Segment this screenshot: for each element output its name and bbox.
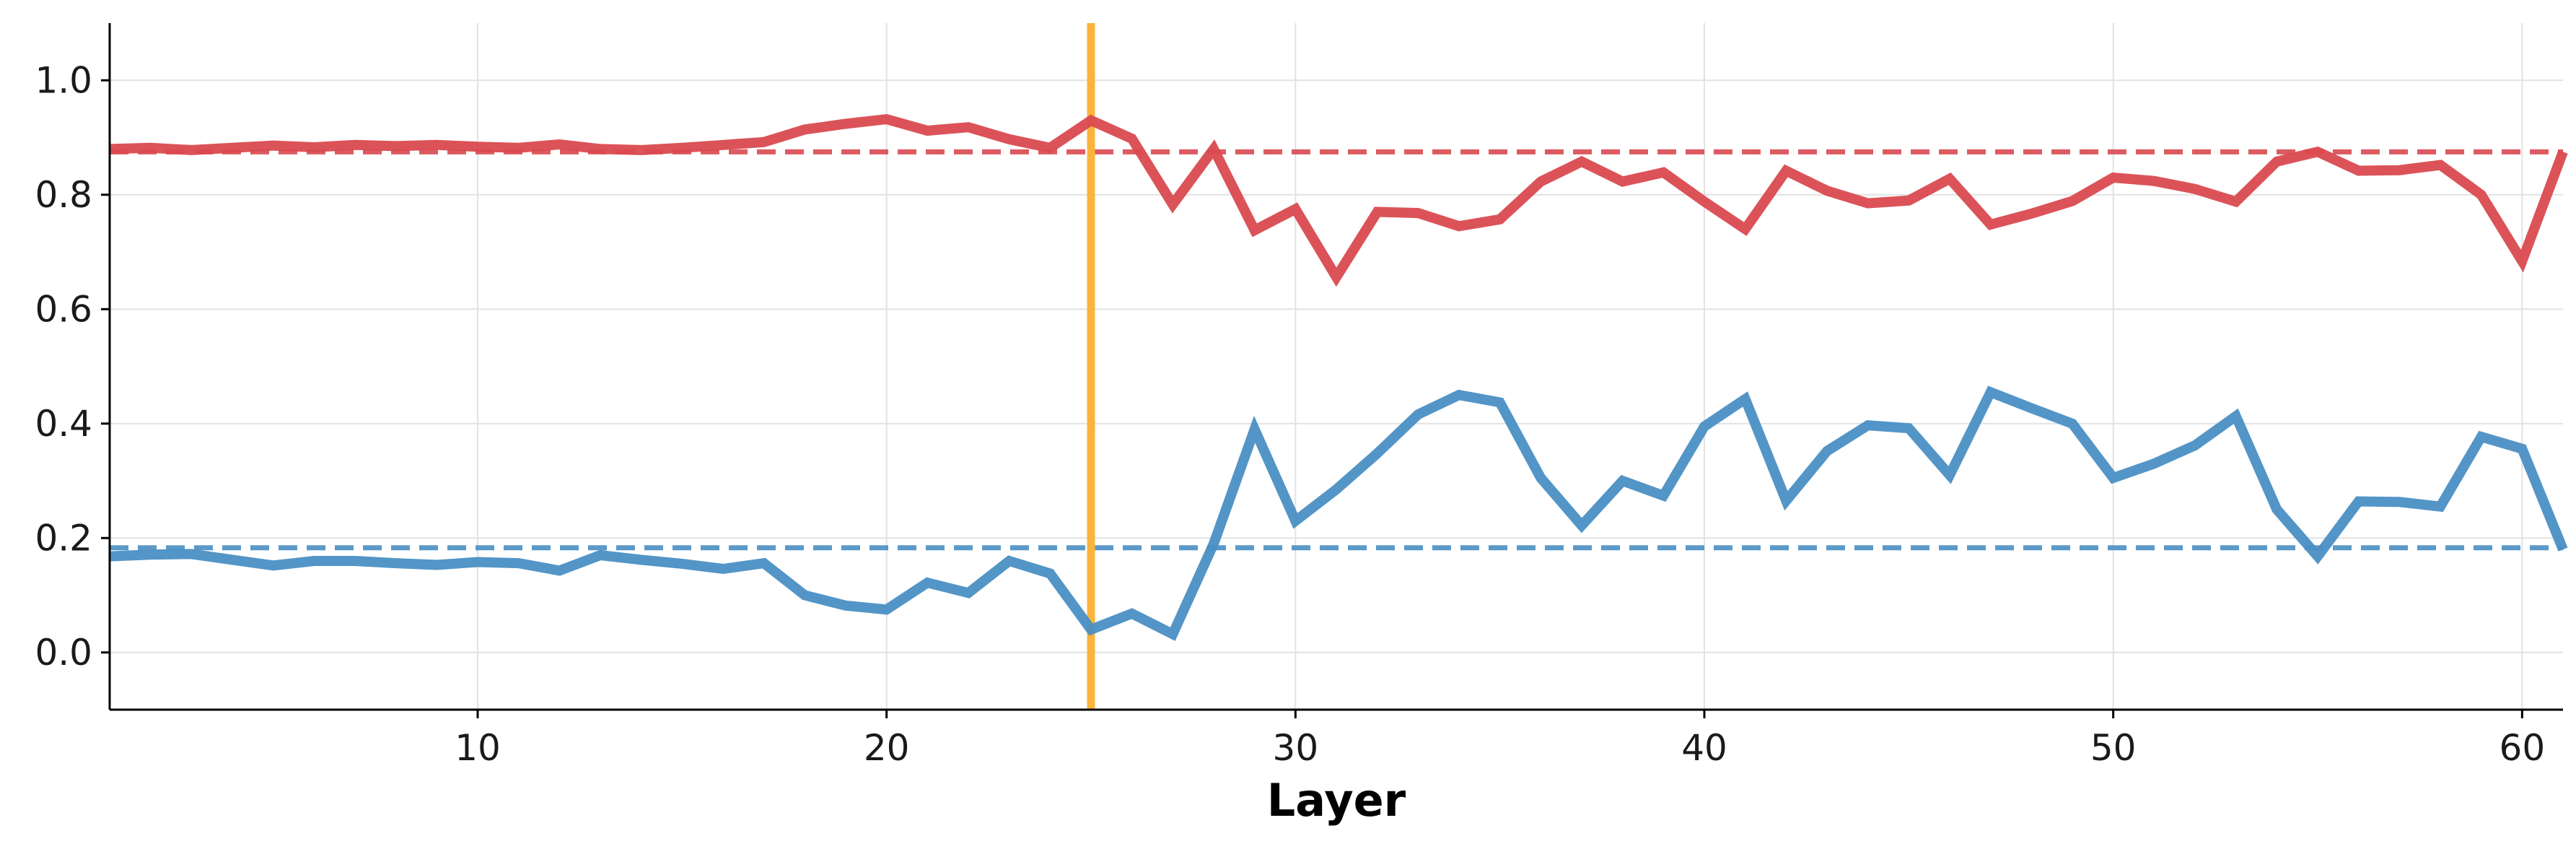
x-tick-label: 40 [1681,727,1727,769]
y-tick-label: 0.8 [35,174,92,216]
y-tick-label: 0.0 [35,632,92,674]
series-lines [109,113,2568,641]
red-series-line [109,113,2568,287]
x-tick-labels: 10 20 30 40 50 60 [455,727,2545,769]
y-tick-label: 0.2 [35,517,92,559]
axes [101,23,2563,718]
x-tick-label: 30 [1273,727,1319,769]
x-tick-label: 60 [2500,727,2546,769]
blue-series-line [109,386,2568,641]
y-tick-label: 1.0 [35,59,92,101]
x-tick-label: 20 [864,727,910,769]
grid-lines [110,23,2563,710]
x-axis-title: Layer [1267,774,1406,827]
y-tick-label: 0.4 [35,403,92,445]
y-tick-labels: 0.0 0.2 0.4 0.6 0.8 1.0 [35,59,92,674]
x-tick-label: 50 [2090,727,2137,769]
y-tick-label: 0.6 [35,288,92,330]
x-tick-label: 10 [455,727,501,769]
